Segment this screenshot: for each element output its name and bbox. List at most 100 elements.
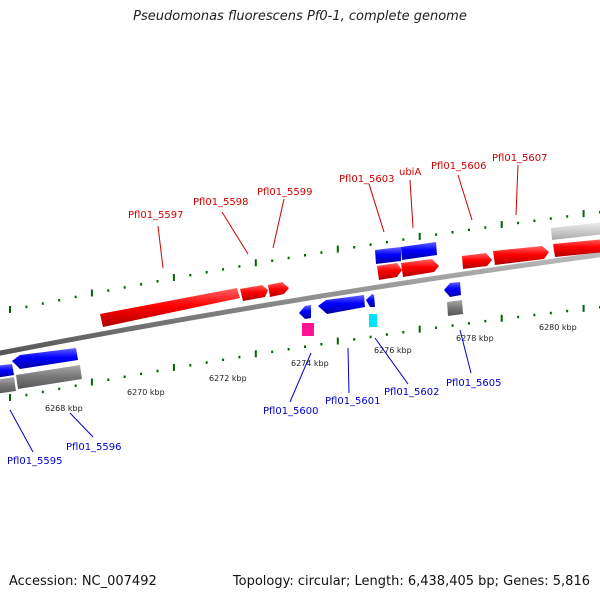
- gene-label-pfl01-5602[interactable]: Pfl01_5602: [384, 387, 440, 398]
- ring-tick: [58, 387, 61, 391]
- gene-label-pfl01-5596[interactable]: Pfl01_5596: [66, 442, 122, 453]
- gene-label-pfl01-5599[interactable]: Pfl01_5599: [257, 187, 313, 198]
- gene-arrow-reverse[interactable]: [299, 305, 311, 319]
- gene-label-pfl01-5600[interactable]: Pfl01_5600: [263, 406, 319, 417]
- gene-label-pfl01-5606[interactable]: Pfl01_5606: [431, 161, 487, 172]
- ring-tick: [484, 226, 487, 229]
- gene-arrow-forward[interactable]: [401, 259, 439, 277]
- ring-tick: [500, 314, 503, 322]
- ring-tick: [25, 305, 28, 309]
- ring-tick: [189, 274, 192, 277]
- gene-label-pfl01-5601[interactable]: Pfl01_5601: [325, 396, 381, 407]
- ring-tick: [402, 238, 405, 241]
- ring-tick: [222, 268, 225, 271]
- gene-arrow-reverse[interactable]: [401, 242, 437, 260]
- ring-tick: [500, 221, 503, 228]
- gene-label-ubia[interactable]: ubiA: [399, 167, 421, 178]
- ring-tick: [517, 221, 520, 225]
- gene-arrow-reverse[interactable]: [375, 247, 401, 264]
- gene-label-pfl01-5603[interactable]: Pfl01_5603: [339, 174, 395, 185]
- gene-arrow-forward[interactable]: [240, 285, 268, 301]
- rna-feature-cyan[interactable]: [369, 314, 377, 327]
- ring-tick: [287, 256, 290, 260]
- ring-tick: [336, 245, 339, 253]
- ring-tick: [140, 372, 143, 376]
- gene-arrow-forward[interactable]: [551, 222, 600, 240]
- gene-arrow-forward[interactable]: [377, 263, 402, 280]
- gene-arrow-reverse[interactable]: [0, 364, 14, 378]
- gene-arrow-forward[interactable]: [493, 246, 549, 265]
- ring-tick: [533, 219, 536, 222]
- ring-tick: [566, 309, 569, 313]
- ring-tick: [271, 259, 274, 262]
- rna-feature-magenta[interactable]: [302, 323, 314, 336]
- genome-stats-text: Topology: circular; Length: 6,438,405 bp…: [232, 574, 590, 589]
- ring-tick: [418, 232, 421, 240]
- gene-arrow-forward[interactable]: [553, 239, 600, 257]
- ring-tick: [123, 286, 126, 289]
- ring-tick: [467, 228, 470, 232]
- ring-tick: [451, 231, 454, 234]
- ring-tick: [418, 325, 421, 333]
- ring-tick: [156, 280, 159, 283]
- scale-label: 6278 kbp: [456, 334, 494, 343]
- label-leaders: [9, 164, 519, 453]
- ring-tick: [222, 358, 225, 362]
- map-title: Pseudomonas fluorescens Pf0-1, complete …: [133, 9, 467, 24]
- ring-tick: [123, 375, 126, 378]
- ring-tick: [402, 331, 405, 334]
- ring-tick: [304, 345, 306, 348]
- inner-tick-ring: [9, 304, 600, 401]
- scale-label: 6272 kbp: [209, 374, 247, 383]
- scale-label: 6280 kbp: [539, 323, 577, 332]
- ring-tick: [369, 335, 372, 339]
- gene-label-pfl01-5597[interactable]: Pfl01_5597: [128, 210, 184, 221]
- gene-label-pfl01-5598[interactable]: Pfl01_5598: [193, 197, 249, 208]
- ring-tick: [172, 274, 175, 281]
- gene-block-gray[interactable]: [16, 365, 82, 389]
- scale-label: 6270 kbp: [127, 388, 165, 397]
- ring-tick: [353, 338, 356, 341]
- gene-arrow-forward[interactable]: [268, 282, 289, 297]
- scale-label: 6276 kbp: [374, 346, 412, 355]
- genome-backbone: [0, 252, 600, 356]
- ring-tick: [205, 361, 208, 364]
- gene-label-pfl01-5595[interactable]: Pfl01_5595: [7, 456, 63, 467]
- gene-arrow-reverse[interactable]: [12, 348, 78, 369]
- ring-tick: [549, 217, 552, 220]
- scale-labels: 6268 kbp 6270 kbp 6272 kbp 6274 kbp 6276…: [45, 323, 577, 413]
- gene-arrow-reverse[interactable]: [318, 295, 365, 314]
- ring-tick: [41, 390, 44, 394]
- ring-tick: [189, 364, 192, 367]
- ring-tick: [582, 210, 585, 218]
- ring-tick: [238, 355, 241, 359]
- ring-tick: [271, 350, 274, 354]
- gene-arrow-reverse[interactable]: [444, 282, 461, 297]
- gene-label-pfl01-5605[interactable]: Pfl01_5605: [446, 378, 502, 389]
- ring-tick: [533, 313, 536, 317]
- gene-label-pfl01-5607[interactable]: Pfl01_5607: [492, 153, 548, 164]
- ring-tick: [254, 259, 257, 267]
- ring-tick: [451, 324, 454, 327]
- gene-arrow-forward[interactable]: [100, 288, 240, 327]
- ring-tick: [172, 363, 175, 371]
- ring-tick: [484, 319, 487, 323]
- gene-block-gray[interactable]: [0, 377, 16, 394]
- gene-arrow-reverse[interactable]: [366, 294, 375, 307]
- gene-arrow-forward[interactable]: [462, 253, 492, 269]
- ring-tick: [435, 233, 438, 236]
- ring-tick: [517, 315, 520, 319]
- ring-tick: [90, 378, 93, 386]
- ring-tick: [41, 302, 44, 305]
- ring-tick: [254, 350, 257, 358]
- gene-block-gray[interactable]: [447, 300, 463, 316]
- ring-tick: [287, 348, 290, 351]
- ring-tick: [140, 283, 143, 286]
- ring-tick: [385, 240, 388, 244]
- ring-tick: [90, 289, 93, 297]
- reverse-gene-labels: Pfl01_5595 Pfl01_5596 Pfl01_5600 Pfl01_5…: [7, 378, 502, 467]
- ring-tick: [566, 215, 569, 218]
- ring-tick: [353, 246, 356, 249]
- ring-tick: [74, 295, 77, 299]
